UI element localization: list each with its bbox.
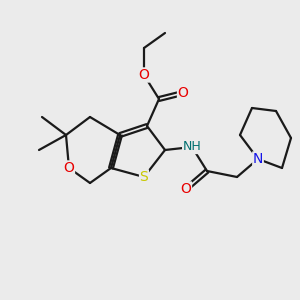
Text: O: O [139,68,149,82]
Text: O: O [181,182,191,196]
Text: O: O [64,161,74,175]
Text: NH: NH [183,140,201,154]
Text: O: O [178,86,188,100]
Text: S: S [140,170,148,184]
Text: N: N [253,152,263,166]
